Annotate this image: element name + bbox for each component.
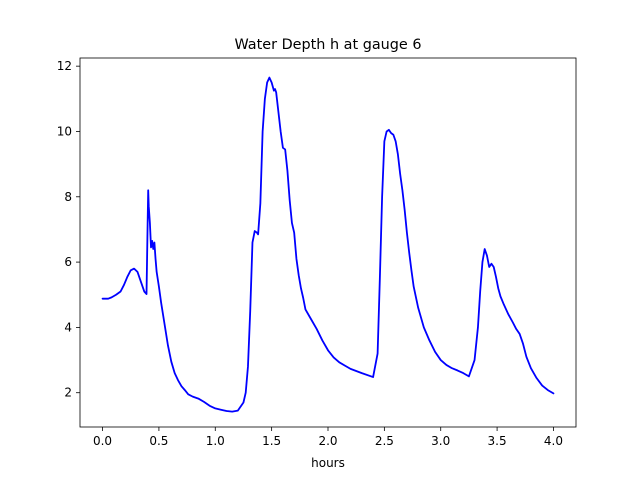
x-tick-label: 0.0 xyxy=(93,434,112,448)
y-axis-ticks: 2 4 6 8 10 12 xyxy=(57,59,80,400)
chart-title: Water Depth h at gauge 6 xyxy=(234,37,421,53)
x-tick-label: 2.0 xyxy=(318,434,337,448)
y-tick-label: 4 xyxy=(64,320,72,334)
y-tick-label: 10 xyxy=(57,124,72,138)
x-tick-label: 4.0 xyxy=(544,434,563,448)
x-tick-label: 0.5 xyxy=(149,434,168,448)
plot-area xyxy=(80,58,576,427)
x-tick-label: 2.5 xyxy=(375,434,394,448)
x-axis-label: hours xyxy=(311,456,345,470)
y-tick-label: 8 xyxy=(64,190,72,204)
x-tick-label: 3.5 xyxy=(488,434,507,448)
axes-frame xyxy=(79,57,577,428)
y-tick-label: 12 xyxy=(57,59,72,73)
y-tick-label: 6 xyxy=(64,255,72,269)
x-tick-label: 3.0 xyxy=(431,434,450,448)
x-tick-label: 1.5 xyxy=(262,434,281,448)
series-line-0 xyxy=(101,76,555,413)
x-axis-ticks: 0.0 0.5 1.0 1.5 2.0 2.5 3.0 3.5 4.0 xyxy=(93,427,563,448)
series-layer xyxy=(101,76,555,413)
x-tick-label: 1.0 xyxy=(206,434,225,448)
y-tick-label: 2 xyxy=(64,386,72,400)
